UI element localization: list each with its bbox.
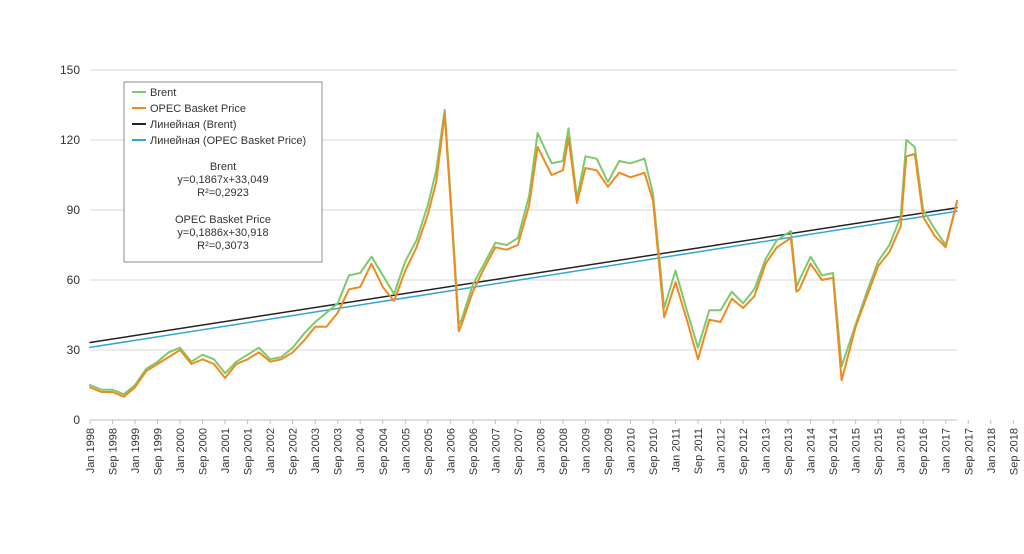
- equation-label: Brent: [210, 161, 236, 173]
- x-tick-label: Sep 2012: [738, 428, 750, 475]
- x-tick-label: Sep 2000: [198, 428, 210, 475]
- legend-label: Линейная (Brent): [150, 119, 237, 131]
- legend-label: Brent: [150, 87, 176, 99]
- x-tick-label: Jan 2014: [806, 428, 818, 473]
- x-tick-label: Sep 2014: [828, 428, 840, 475]
- equation-equation: y=0,1867x+33,049: [177, 174, 268, 186]
- legend-box: [123, 81, 323, 263]
- x-tick-label: Jan 2008: [535, 428, 547, 473]
- x-tick-label: Jan 1998: [85, 428, 97, 473]
- y-tick-label: 90: [67, 203, 81, 217]
- x-tick-label: Jan 2006: [445, 428, 457, 473]
- x-tick-label: Sep 2002: [288, 428, 300, 475]
- legend: Brent OPEC Basket Price Линейная (Brent) Ли…: [123, 81, 323, 263]
- x-tick-label: Jan 2003: [310, 428, 322, 473]
- x-tick-label: Jan 2000: [175, 428, 187, 473]
- x-tick-label: Jan 2004: [355, 428, 367, 473]
- x-tick-label: Jan 2007: [490, 428, 502, 473]
- x-tick-label: Sep 2007: [513, 428, 525, 475]
- equation-r2: R²=0,2923: [197, 187, 249, 199]
- x-tick-label: Sep 2009: [603, 428, 615, 475]
- x-tick-label: Jan 2009: [580, 428, 592, 473]
- equation-r2: R²=0,3073: [197, 240, 249, 252]
- x-axis: Jan 1998 Sep 1998 Jan 1999 Sep 1999 Jan 2000…: [85, 419, 1020, 475]
- x-tick-label: Sep 2008: [558, 428, 570, 475]
- x-tick-label: Jan 2013: [761, 428, 773, 473]
- x-tick-label: Jan 2015: [851, 428, 863, 473]
- equation-equation: y=0,1886x+30,918: [177, 227, 268, 239]
- x-tick-label: Jan 2017: [941, 428, 953, 473]
- x-tick-label: Sep 2005: [423, 428, 435, 475]
- x-tick-label: Sep 2006: [468, 428, 480, 475]
- x-tick-label: Jan 2005: [400, 428, 412, 473]
- x-tick-label: Jan 2016: [896, 428, 908, 473]
- x-tick-label: Sep 2016: [918, 428, 930, 475]
- x-tick-label: Sep 1999: [153, 428, 165, 475]
- x-tick-label: Sep 2015: [873, 428, 885, 475]
- series-line-1: [89, 113, 958, 398]
- y-tick-label: 30: [67, 343, 81, 357]
- series-line-3: [89, 210, 958, 349]
- legend-label: Линейная (OPEC Basket Price): [150, 135, 306, 147]
- x-tick-label: Sep 2017: [963, 428, 975, 475]
- legend-label: OPEC Basket Price: [150, 103, 246, 115]
- y-tick-label: 60: [67, 273, 81, 287]
- x-tick-label: Sep 2010: [648, 428, 660, 475]
- y-tick-label: 0: [73, 413, 80, 427]
- y-tick-label: 120: [60, 133, 80, 147]
- equation-label: OPEC Basket Price: [175, 214, 271, 226]
- x-tick-label: Sep 2013: [783, 428, 795, 475]
- x-tick-label: Jan 1999: [130, 428, 142, 473]
- y-tick-label: 150: [60, 63, 80, 77]
- x-tick-label: Sep 2003: [333, 428, 345, 475]
- x-tick-label: Jan 2001: [220, 428, 232, 473]
- x-tick-label: Jan 2002: [265, 428, 277, 473]
- x-tick-label: Jan 2011: [671, 428, 683, 472]
- x-tick-label: Sep 1998: [108, 428, 120, 475]
- x-tick-label: Sep 2001: [243, 428, 255, 475]
- x-tick-label: Sep 2004: [378, 428, 390, 475]
- series-line-0: [89, 108, 958, 396]
- y-axis: 0 30 60 90 120 150: [60, 63, 80, 427]
- series-line-2: [89, 206, 958, 344]
- x-tick-label: Sep 2018: [1008, 428, 1020, 475]
- x-tick-label: Jan 2010: [625, 428, 637, 473]
- x-tick-label: Jan 2012: [716, 428, 728, 473]
- x-tick-label: Jan 2018: [986, 428, 998, 473]
- x-tick-label: Sep 2011: [693, 428, 705, 474]
- series-lines: [89, 108, 958, 398]
